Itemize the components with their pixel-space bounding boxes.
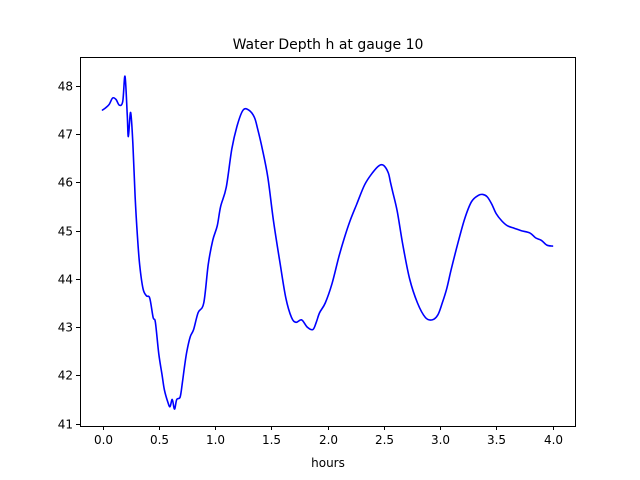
x-tick-label: 3.0 [431, 433, 450, 447]
y-tick-label: 45 [58, 225, 73, 239]
series-layer [101, 75, 554, 410]
x-axis-label: hours [311, 456, 345, 470]
x-tick-label: 3.5 [487, 433, 506, 447]
y-tick-label: 46 [58, 176, 73, 190]
y-tick-label: 44 [58, 273, 73, 287]
y-axis-ticks: 41 42 43 44 45 46 47 48 [58, 80, 80, 432]
x-tick-label: 2.0 [319, 433, 338, 447]
x-tick-label: 1.5 [262, 433, 281, 447]
series-line [101, 75, 554, 410]
y-tick-label: 43 [58, 321, 73, 335]
y-tick-label: 48 [58, 80, 73, 94]
x-tick-label: 0.5 [150, 433, 169, 447]
y-tick-label: 41 [58, 418, 73, 432]
y-tick-label: 42 [58, 369, 73, 383]
chart-title: Water Depth h at gauge 10 [233, 37, 424, 53]
x-tick-label: 1.0 [206, 433, 225, 447]
x-axis-ticks: 0.0 0.5 1.0 1.5 2.0 2.5 3.0 3.5 4.0 [94, 426, 563, 447]
x-tick-label: 4.0 [544, 433, 563, 447]
x-tick-label: 0.0 [94, 433, 113, 447]
x-tick-label: 2.5 [375, 433, 394, 447]
y-tick-label: 47 [58, 128, 73, 142]
